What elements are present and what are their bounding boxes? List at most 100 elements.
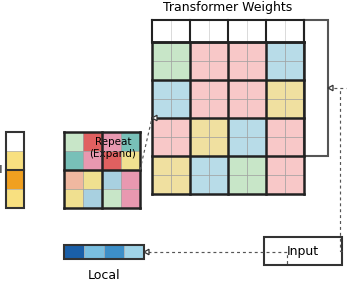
Bar [247, 156, 266, 175]
Polygon shape [328, 85, 333, 91]
Bar [83, 170, 102, 189]
Bar [171, 80, 190, 99]
Bar [104, 245, 124, 259]
Bar [64, 151, 83, 170]
Polygon shape [152, 115, 157, 121]
Bar [190, 80, 209, 99]
Bar [247, 80, 266, 99]
Text: Global: Global [0, 165, 3, 175]
Bar [209, 137, 228, 156]
Bar [247, 61, 266, 80]
Bar [285, 175, 304, 194]
Bar [64, 245, 144, 259]
Bar [121, 132, 140, 151]
Bar [64, 245, 84, 259]
Bar [285, 20, 304, 42]
Bar [285, 80, 304, 99]
Bar [83, 151, 102, 170]
Bar [190, 42, 209, 61]
Bar [285, 118, 304, 137]
Bar [152, 42, 171, 61]
Bar [6, 170, 24, 189]
Text: Local: Local [88, 269, 120, 282]
Bar [266, 99, 285, 118]
Text: Repeat
(Expand): Repeat (Expand) [90, 137, 136, 159]
Bar [228, 20, 247, 42]
Bar [152, 175, 171, 194]
Bar [171, 137, 190, 156]
Bar [121, 151, 140, 170]
Bar [152, 61, 171, 80]
Bar [228, 118, 247, 137]
Bar [190, 61, 209, 80]
Bar [6, 151, 24, 170]
Bar [6, 189, 24, 208]
Bar [83, 189, 102, 208]
Bar [190, 137, 209, 156]
Bar [64, 132, 83, 151]
Bar [304, 20, 328, 156]
Bar [102, 151, 121, 170]
Bar [152, 99, 171, 118]
Bar [209, 20, 228, 42]
Bar [190, 20, 209, 42]
Bar [247, 118, 266, 137]
Bar [228, 42, 247, 61]
Bar [171, 61, 190, 80]
Bar [209, 42, 228, 61]
Bar [121, 189, 140, 208]
Bar [152, 118, 171, 137]
Bar [64, 189, 83, 208]
Bar [264, 237, 342, 265]
Bar [124, 245, 144, 259]
Bar [247, 175, 266, 194]
Bar [152, 20, 171, 42]
Bar [171, 42, 190, 61]
Bar [64, 170, 83, 189]
Bar [152, 156, 171, 175]
Bar [247, 20, 266, 42]
Bar [171, 99, 190, 118]
Bar [266, 42, 285, 61]
Bar [209, 61, 228, 80]
Bar [102, 189, 121, 208]
Bar [209, 99, 228, 118]
Bar [209, 118, 228, 137]
Bar [171, 118, 190, 137]
Bar [228, 156, 247, 175]
Bar [247, 137, 266, 156]
Bar [266, 118, 285, 137]
Bar [285, 61, 304, 80]
Bar [171, 20, 190, 42]
Bar [102, 170, 121, 189]
Bar [228, 175, 247, 194]
Bar [6, 132, 24, 151]
Polygon shape [144, 249, 149, 255]
Bar [266, 175, 285, 194]
Bar [171, 156, 190, 175]
Text: Input: Input [287, 244, 319, 257]
Bar [228, 61, 247, 80]
Bar [84, 245, 104, 259]
Bar [190, 175, 209, 194]
Bar [228, 99, 247, 118]
Bar [190, 99, 209, 118]
Bar [285, 42, 304, 61]
Bar [266, 137, 285, 156]
Bar [152, 137, 171, 156]
Bar [285, 156, 304, 175]
Bar [266, 61, 285, 80]
Bar [228, 137, 247, 156]
Bar [209, 156, 228, 175]
Bar [266, 80, 285, 99]
Bar [266, 20, 285, 42]
Text: Transformer Weights: Transformer Weights [163, 1, 293, 14]
Bar [6, 132, 24, 208]
Bar [190, 156, 209, 175]
Bar [228, 80, 247, 99]
Bar [247, 42, 266, 61]
Bar [152, 80, 171, 99]
Bar [190, 118, 209, 137]
Bar [83, 132, 102, 151]
Bar [285, 137, 304, 156]
